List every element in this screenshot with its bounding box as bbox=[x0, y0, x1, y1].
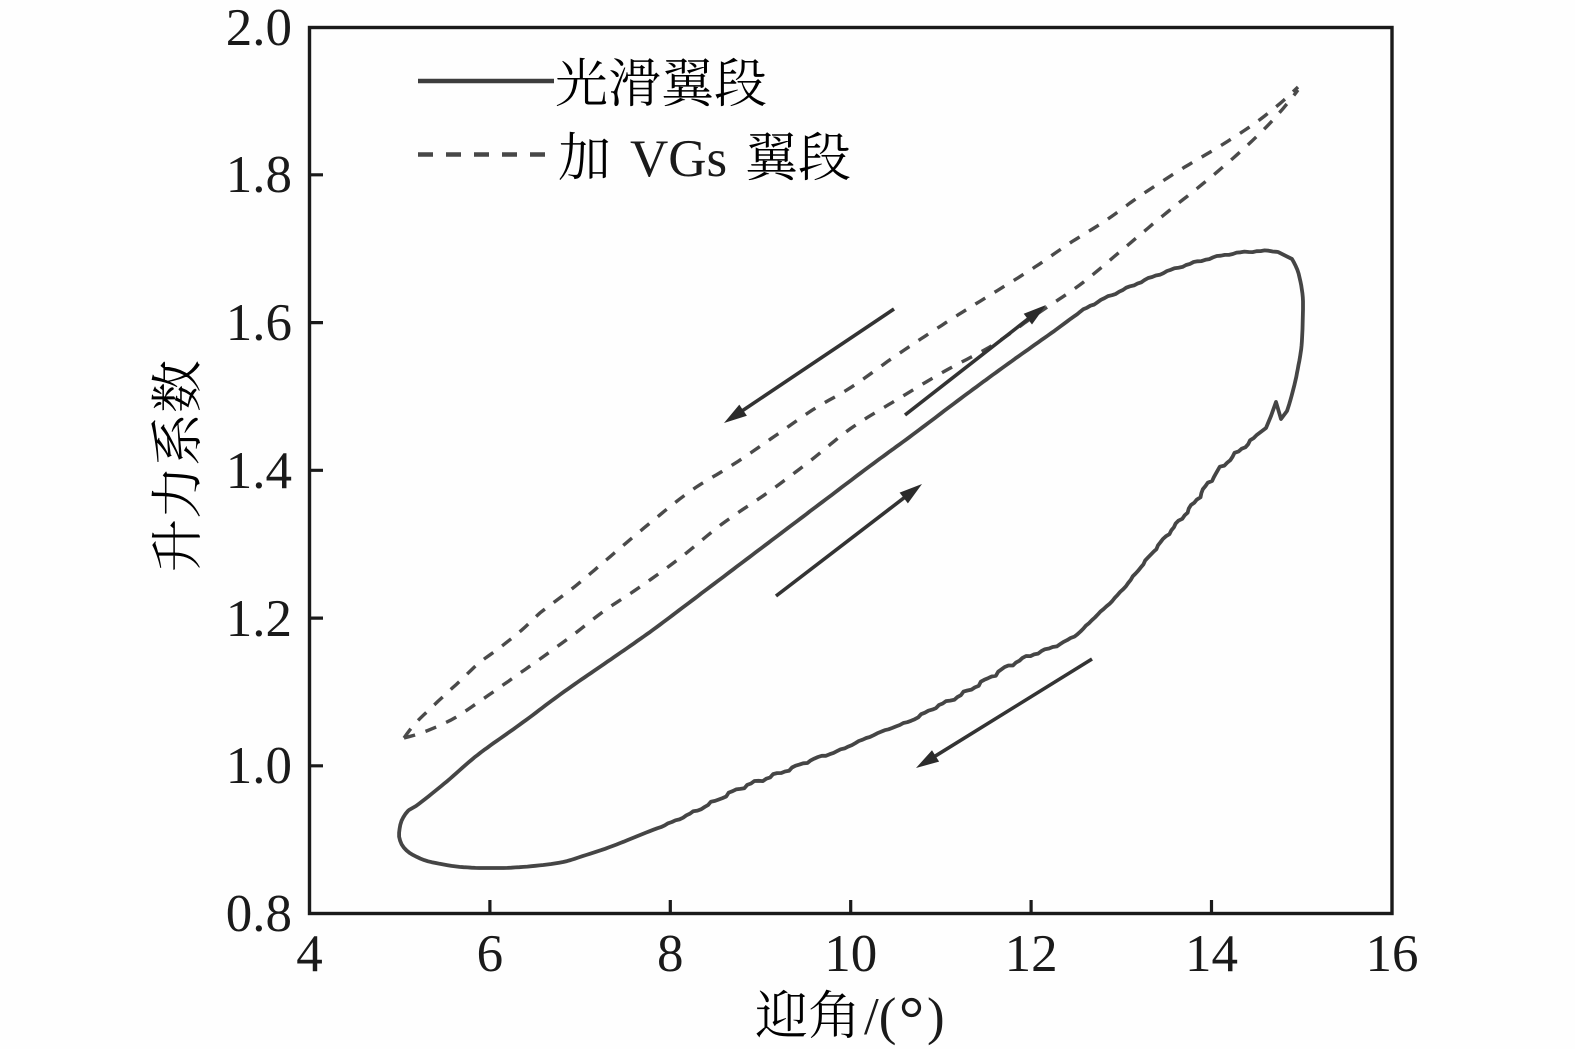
svg-text:4: 4 bbox=[296, 925, 323, 983]
svg-text:1.2: 1.2 bbox=[226, 590, 292, 648]
svg-text:14: 14 bbox=[1185, 925, 1238, 983]
svg-text:12: 12 bbox=[1005, 925, 1058, 983]
svg-text:1.4: 1.4 bbox=[226, 442, 292, 500]
svg-text:): ) bbox=[927, 988, 945, 1046]
svg-text:/(: /( bbox=[864, 988, 896, 1046]
svg-text:16: 16 bbox=[1366, 925, 1419, 983]
svg-text:0.8: 0.8 bbox=[226, 885, 292, 943]
svg-text:8: 8 bbox=[657, 925, 684, 983]
svg-text:6: 6 bbox=[477, 925, 504, 983]
svg-text:VGs: VGs bbox=[630, 130, 727, 188]
svg-text:10: 10 bbox=[824, 925, 877, 983]
svg-text:2.0: 2.0 bbox=[226, 0, 292, 57]
svg-text:1.0: 1.0 bbox=[226, 737, 292, 795]
svg-text:1.6: 1.6 bbox=[226, 294, 292, 352]
svg-text:1.8: 1.8 bbox=[226, 146, 292, 204]
